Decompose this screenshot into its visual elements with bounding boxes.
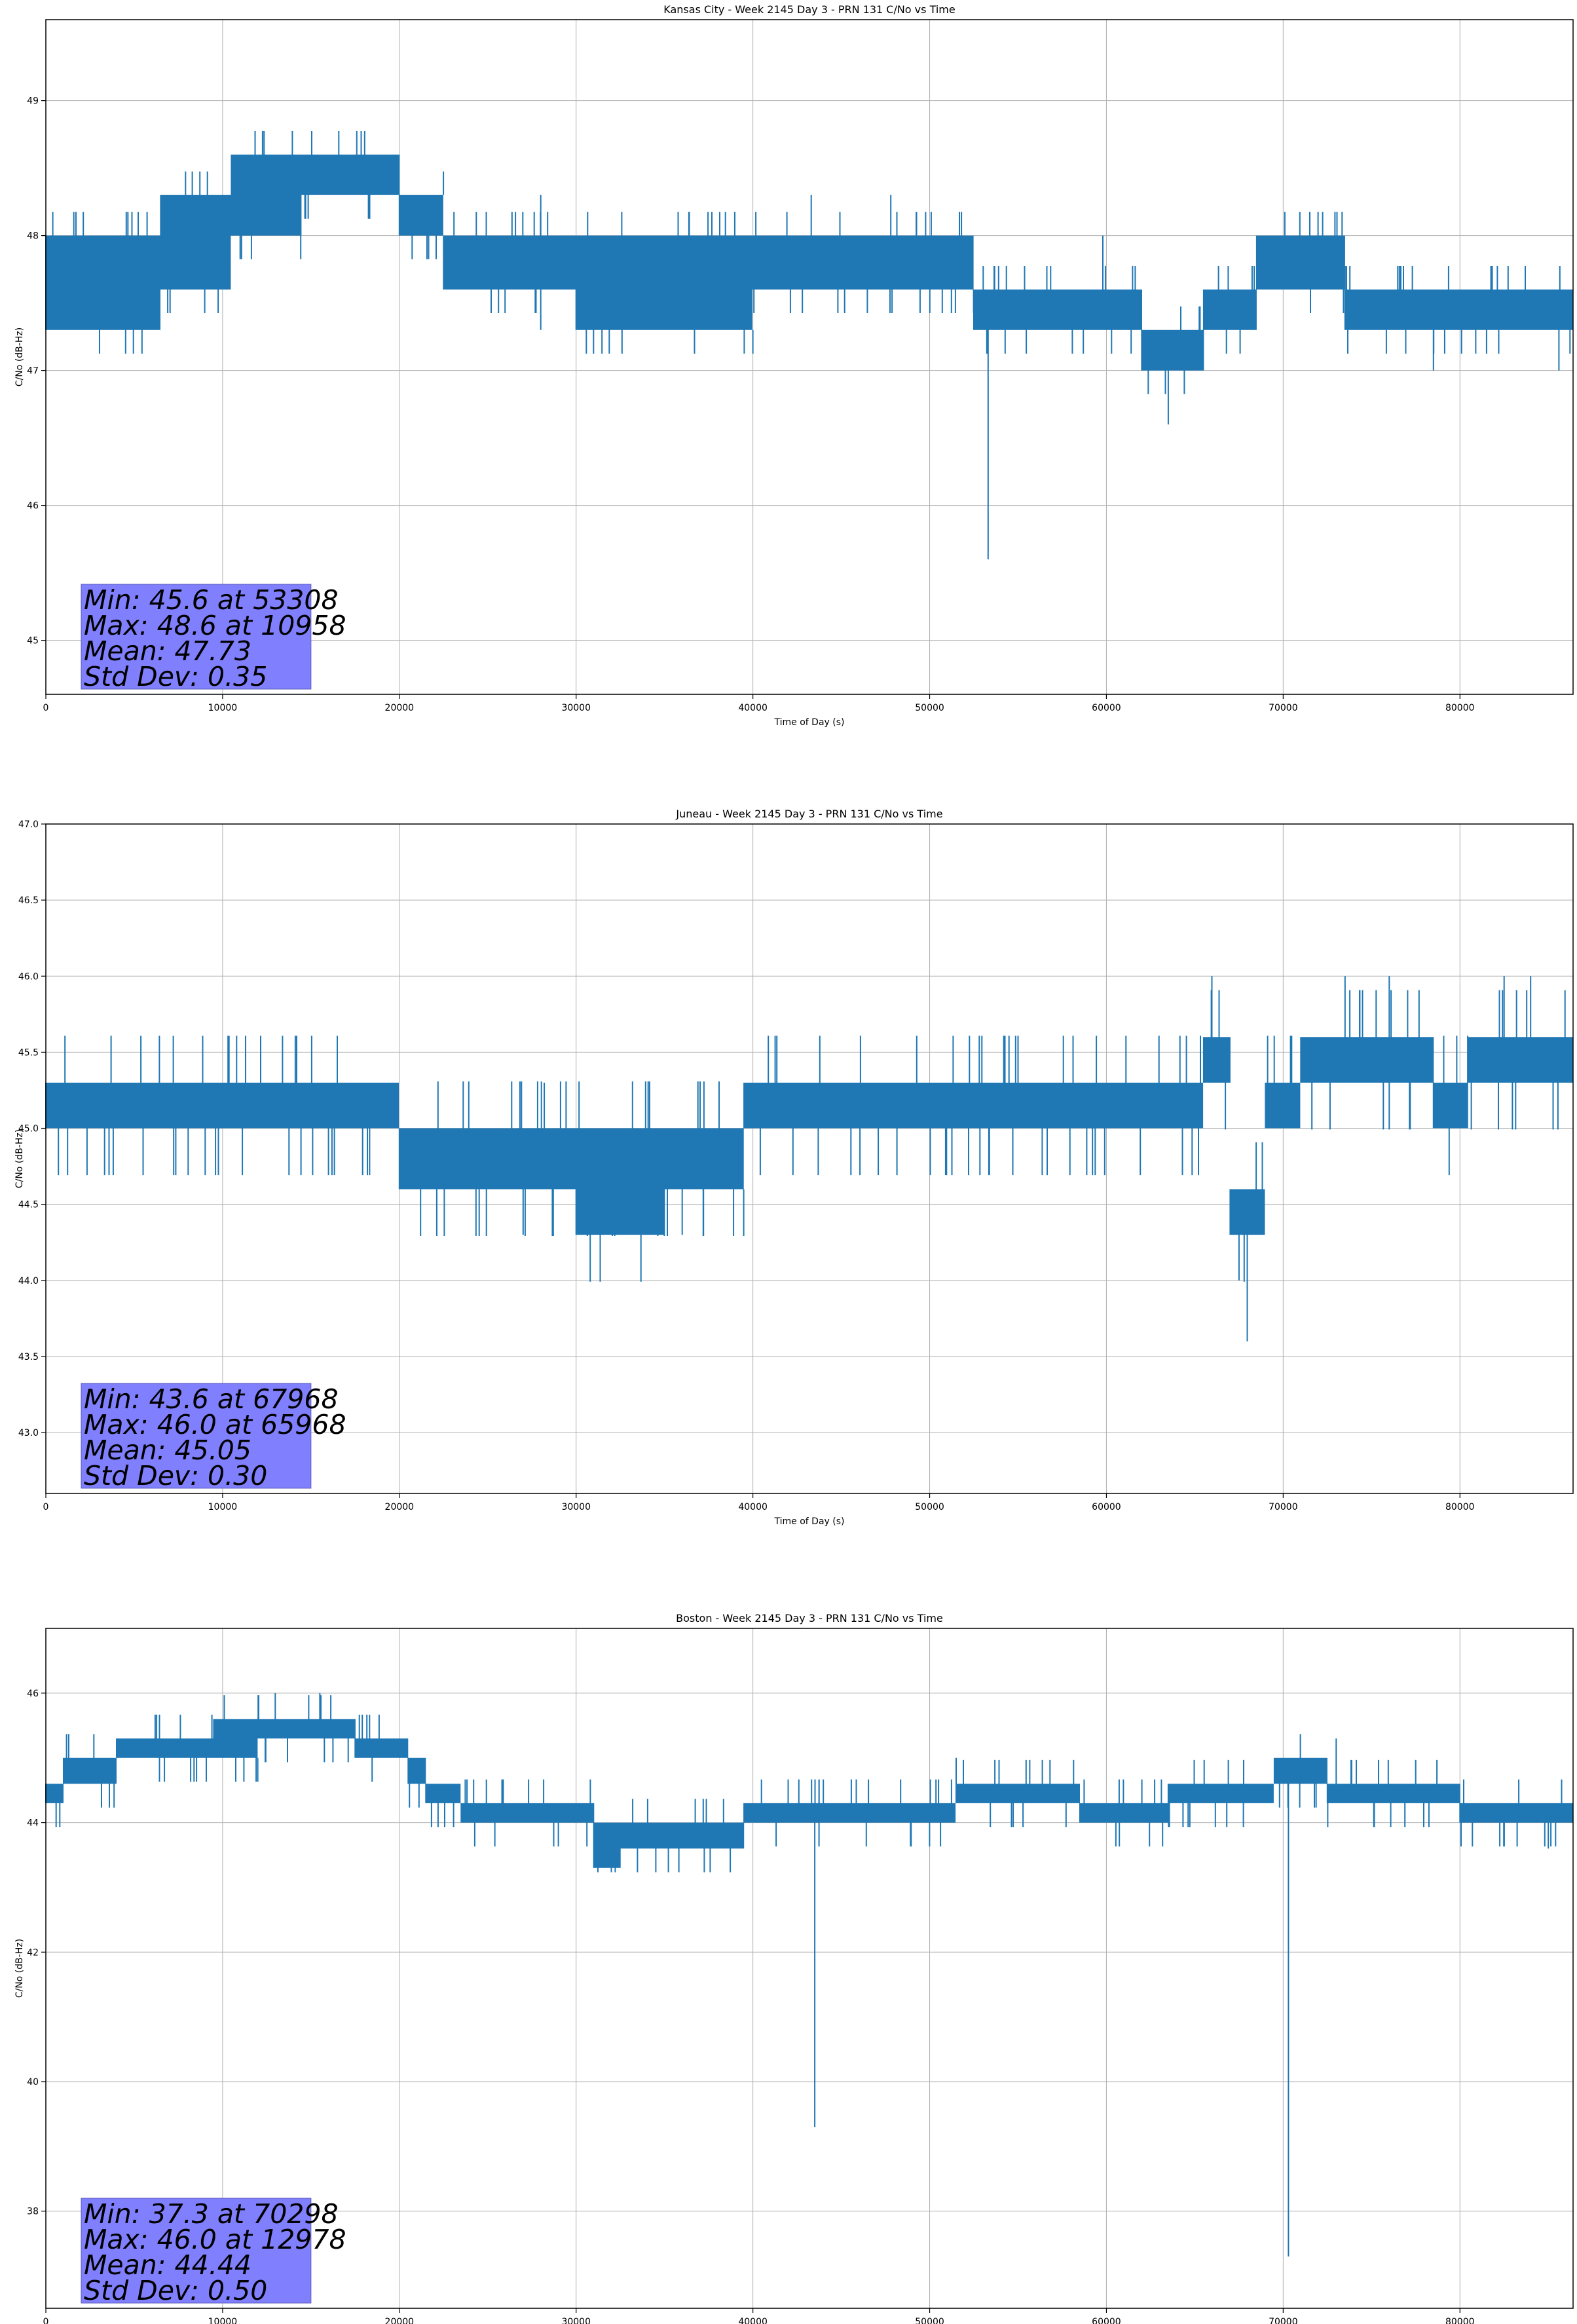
y-tick-label: 44 (27, 1818, 39, 1829)
stats-line: Std Dev: 0.35 (84, 661, 267, 692)
x-axis-ticks: 0 10000 20000 30000 40000 50000 60000 70000 8000… (43, 694, 1475, 713)
y-tick-label: 48 (27, 231, 39, 242)
chart-1: 0 10000 20000 30000 40000 50000 60000 70000 8000… (14, 808, 1574, 1527)
y-tick-label: 46.0 (18, 971, 39, 982)
x-tick-label: 0 (43, 2317, 49, 2324)
stats-line: Max: 46.0 at 12978 (84, 2224, 346, 2255)
y-axis-ticks: 38 40 42 44 46 (27, 1689, 46, 2217)
x-tick-label: 70000 (1269, 1502, 1298, 1512)
y-tick-label: 43.5 (18, 1352, 39, 1362)
stats-line: Mean: 47.73 (84, 635, 251, 667)
x-tick-label: 80000 (1445, 1502, 1475, 1512)
x-tick-label: 50000 (915, 1502, 944, 1512)
x-tick-label: 20000 (385, 1502, 415, 1512)
y-tick-label: 45.0 (18, 1124, 39, 1134)
series-line (45, 976, 1573, 1341)
stats-line: Std Dev: 0.30 (84, 1460, 267, 1491)
series-line (45, 1693, 1574, 2257)
y-tick-label: 42 (27, 1947, 39, 1958)
chart-title: Boston - Week 2145 Day 3 - PRN 131 C/No … (676, 1612, 943, 1624)
x-tick-label: 10000 (208, 1502, 238, 1512)
stats-box-background (81, 584, 312, 690)
y-axis-ticks: 43.0 43.5 44.0 44.5 45.0 45.5 46.0 46.5 47.0 (18, 819, 46, 1438)
stats-line: Min: 45.6 at 53308 (84, 584, 339, 616)
y-tick-label: 38 (27, 2207, 39, 2217)
x-tick-label: 40000 (738, 2317, 768, 2324)
y-tick-label: 46 (27, 1689, 39, 1699)
plot-frame (45, 1628, 1574, 2309)
stats-line: Min: 43.6 at 67968 (84, 1383, 339, 1415)
x-tick-label: 30000 (561, 703, 591, 713)
x-tick-label: 60000 (1092, 1502, 1121, 1512)
y-tick-label: 44.5 (18, 1200, 39, 1210)
stats-line: Mean: 45.05 (84, 1434, 251, 1466)
x-tick-label: 20000 (385, 2317, 415, 2324)
x-axis-label: Time of Day (s) (774, 717, 845, 728)
x-tick-label: 0 (43, 703, 49, 713)
x-tick-label: 80000 (1445, 703, 1475, 713)
x-tick-label: 30000 (561, 2317, 591, 2324)
chart-title: Kansas City - Week 2145 Day 3 - PRN 131 … (663, 3, 955, 16)
y-tick-label: 45.5 (18, 1047, 39, 1058)
y-axis-label: C/No (dB-Hz) (14, 1129, 25, 1188)
x-tick-label: 60000 (1092, 2317, 1121, 2324)
stats-line: Max: 48.6 at 10958 (84, 610, 346, 641)
x-tick-label: 80000 (1445, 2317, 1475, 2324)
series-path (45, 1693, 1574, 2257)
x-tick-label: 70000 (1269, 2317, 1298, 2324)
y-axis-ticks: 45 46 47 48 49 (27, 96, 46, 647)
chart-title: Juneau - Week 2145 Day 3 - PRN 131 C/No … (675, 808, 942, 820)
stats-line: Max: 46.0 at 65968 (84, 1409, 346, 1440)
x-tick-label: 30000 (561, 1502, 591, 1512)
y-tick-label: 44.0 (18, 1276, 39, 1286)
x-tick-label: 40000 (738, 703, 768, 713)
y-tick-label: 47.0 (18, 819, 39, 830)
x-axis-label: Time of Day (s) (774, 1516, 845, 1527)
y-tick-label: 45 (27, 636, 39, 647)
stats-line: Mean: 44.44 (84, 2249, 251, 2281)
x-tick-label: 50000 (915, 2317, 944, 2324)
x-tick-label: 20000 (385, 703, 415, 713)
x-tick-label: 70000 (1269, 703, 1298, 713)
y-axis-label: C/No (dB-Hz) (14, 328, 25, 386)
x-tick-label: 60000 (1092, 703, 1121, 713)
x-tick-label: 10000 (208, 703, 238, 713)
y-tick-label: 49 (27, 96, 39, 107)
plot-frame (45, 823, 1574, 1494)
chart-0: 0 10000 20000 30000 40000 50000 60000 70000 8000… (14, 3, 1574, 728)
stats-line: Std Dev: 0.50 (84, 2275, 267, 2306)
stats-box-background (81, 2198, 312, 2304)
series-path (45, 976, 1573, 1341)
x-tick-label: 50000 (915, 703, 944, 713)
y-tick-label: 47 (27, 366, 39, 377)
x-axis-ticks: 0 10000 20000 30000 40000 50000 60000 70000 8000… (43, 1493, 1475, 1512)
y-tick-label: 46.5 (18, 895, 39, 906)
stats-box-background (81, 1383, 312, 1489)
y-tick-label: 40 (27, 2077, 39, 2088)
x-tick-label: 10000 (208, 2317, 238, 2324)
plot-frame (45, 19, 1574, 695)
chart-2: 0 10000 20000 30000 40000 50000 60000 70000 8000… (14, 1612, 1574, 2324)
stats-line: Min: 37.3 at 70298 (84, 2198, 339, 2230)
series-line (45, 131, 1574, 559)
y-tick-label: 46 (27, 501, 39, 512)
x-tick-label: 0 (43, 1502, 49, 1512)
y-axis-label: C/No (dB-Hz) (14, 1939, 25, 1998)
y-tick-label: 43.0 (18, 1428, 39, 1438)
x-axis-ticks: 0 10000 20000 30000 40000 50000 60000 70000 8000… (43, 2308, 1475, 2324)
series-path (45, 131, 1574, 559)
x-tick-label: 40000 (738, 1502, 768, 1512)
